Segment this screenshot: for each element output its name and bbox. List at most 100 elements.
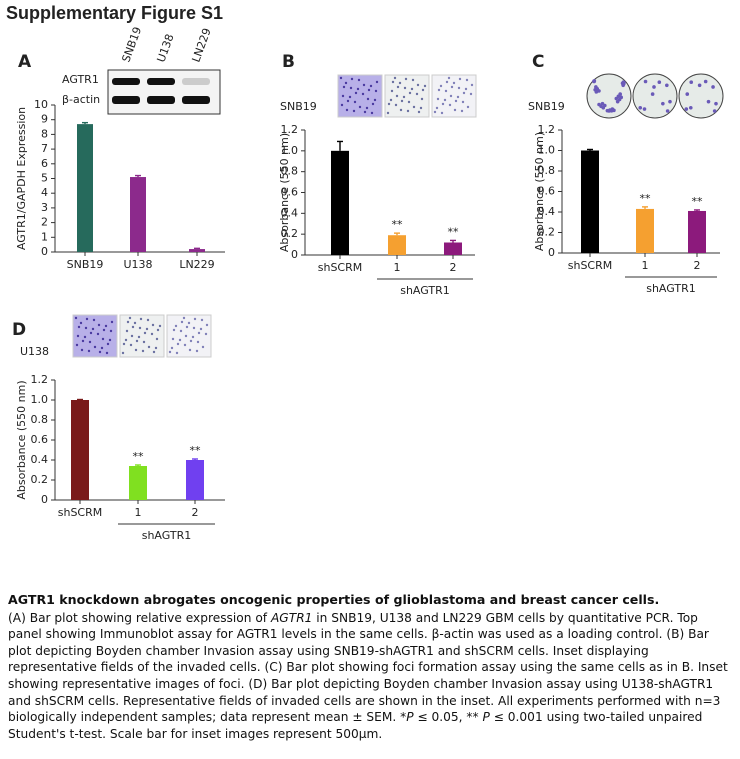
y-axis-label: Absorbance (550 nm) — [533, 132, 546, 251]
blot-band — [147, 78, 175, 85]
inset-dot — [340, 103, 344, 107]
blot — [107, 69, 221, 115]
inset-dot — [133, 321, 137, 325]
y-tick-label: 1 — [41, 230, 48, 243]
inset-dot — [421, 88, 425, 92]
inset-dot — [191, 335, 195, 339]
inset-dot — [179, 329, 183, 333]
inset-dot — [79, 321, 83, 325]
inset-dot — [125, 329, 129, 333]
inset-dot — [417, 110, 421, 114]
x-tick-label: 1 — [394, 261, 401, 274]
caption-text: ≤ 0.05, ** — [413, 710, 483, 725]
inset-dot — [642, 107, 647, 111]
inset-dot — [398, 81, 402, 85]
y-tick-label: 0.4 — [31, 453, 49, 466]
inset-dot — [395, 94, 399, 98]
inset-image — [337, 74, 383, 118]
bar — [636, 208, 654, 253]
y-tick-label: 0.4 — [281, 206, 299, 219]
inset-dot — [150, 332, 154, 336]
inset-dot — [77, 325, 81, 329]
inset-dot — [435, 106, 439, 110]
inset-dot — [665, 109, 670, 113]
inset-dot — [124, 338, 128, 342]
inset-dot — [91, 327, 95, 331]
inset-dot — [184, 334, 188, 338]
inset-dot — [684, 107, 689, 111]
inset-dot — [714, 101, 718, 106]
inset-dot — [110, 320, 114, 324]
inset-dot — [145, 327, 149, 331]
inset-dot — [469, 92, 473, 96]
inset-dot — [134, 348, 138, 352]
caption-body: (A) Bar plot showing relative expression… — [8, 610, 732, 743]
row-label: β-actin — [62, 93, 100, 106]
inset-dot — [168, 350, 172, 354]
inset-dot — [76, 334, 80, 338]
y-tick-label: 6 — [41, 157, 48, 170]
inset-dot — [105, 351, 109, 355]
inset-dot — [394, 103, 398, 107]
inset-image — [166, 314, 212, 358]
inset-dot — [192, 326, 196, 330]
y-tick-label: 1.2 — [31, 373, 49, 386]
y-tick-label: 7 — [41, 142, 48, 155]
inset-dot — [200, 318, 204, 322]
inset-dot — [155, 337, 159, 341]
inset-dot — [188, 348, 192, 352]
inset-dot — [408, 91, 412, 95]
inset-dot — [96, 332, 100, 336]
y-tick-label: 0 — [41, 245, 48, 258]
inset-dot — [89, 331, 93, 335]
inset-dot — [151, 323, 155, 327]
x-tick-label: LN229 — [179, 258, 214, 271]
inset-dot — [80, 348, 84, 352]
inset-dot — [195, 349, 199, 353]
bar — [189, 249, 205, 252]
inset-dot — [170, 346, 174, 350]
y-tick-label: 1.0 — [538, 144, 556, 157]
caption-italic: P — [482, 710, 490, 725]
inset-dot — [593, 87, 597, 92]
inset-dot — [420, 97, 424, 101]
bar — [129, 466, 147, 500]
blot-band — [182, 78, 210, 85]
y-tick-label: 10 — [34, 98, 48, 111]
inset-dot — [201, 345, 205, 349]
inset-label: SNB19 — [528, 100, 565, 113]
lane-label: U138 — [154, 32, 176, 64]
inset-dot — [109, 329, 113, 333]
inset-dot — [386, 111, 390, 115]
inset-dot — [367, 88, 371, 92]
caption-text: (A) Bar plot showing relative expression… — [8, 610, 271, 625]
inset-image — [431, 74, 477, 118]
inset-dot — [371, 102, 375, 106]
inset-image — [586, 73, 632, 119]
inset-dot — [84, 326, 88, 330]
inset-dot — [457, 86, 461, 90]
inset-dot — [129, 343, 133, 347]
inset-dot — [643, 79, 648, 84]
inset-dot — [193, 317, 197, 321]
inset-dot — [404, 77, 408, 81]
inset-dot — [464, 87, 468, 91]
inset-dot — [652, 85, 656, 89]
inset-dot — [358, 105, 362, 109]
blot-band — [147, 96, 175, 104]
bar — [186, 460, 204, 500]
inset-dot — [412, 105, 416, 109]
inset-dot — [622, 80, 626, 85]
inset-dot — [102, 328, 106, 332]
y-tick-label: 4 — [41, 186, 48, 199]
y-axis-label: Absorbance (550 nm) — [278, 133, 291, 252]
inset-dot — [75, 343, 79, 347]
group-label: shAGTR1 — [142, 529, 192, 542]
caption-text: in SNB19, U138 and LN229 GBM cells by qu… — [8, 610, 728, 725]
inset-dot — [346, 99, 350, 103]
inset-dot — [375, 80, 379, 84]
inset-dot — [450, 85, 454, 89]
bar — [130, 177, 146, 252]
inset-image — [72, 314, 118, 358]
